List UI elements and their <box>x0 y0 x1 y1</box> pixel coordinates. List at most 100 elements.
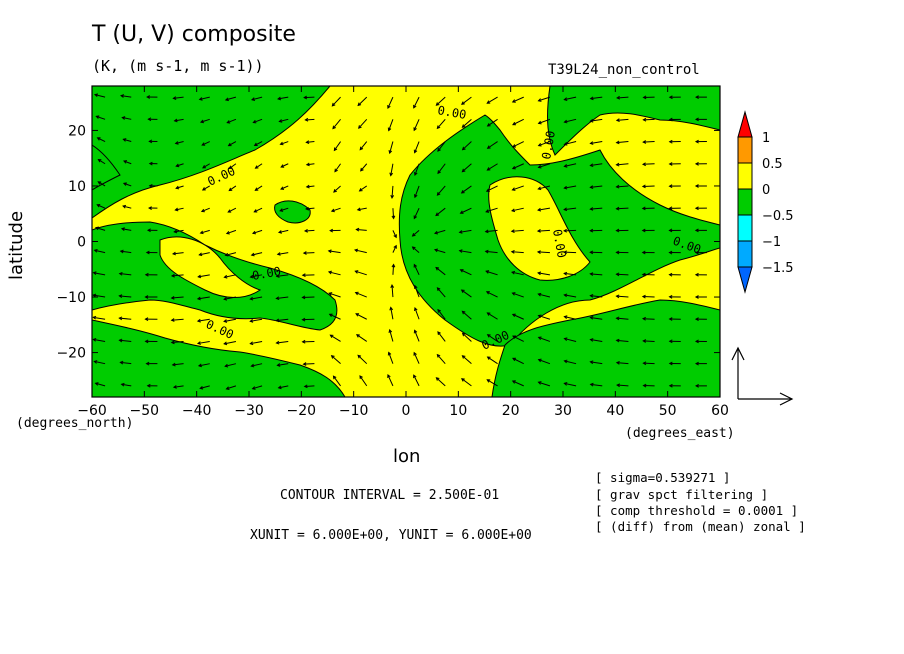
vector-arrowhead <box>120 382 125 387</box>
vector-arrowhead <box>118 338 123 343</box>
vector-arrowhead <box>201 187 206 191</box>
vector-arrow <box>332 119 341 129</box>
vector-arrow <box>227 118 237 124</box>
vector-arrowhead <box>435 377 440 381</box>
vector-arrowhead <box>642 383 647 388</box>
vector-arrow <box>435 267 446 276</box>
vector-arrow <box>436 354 446 365</box>
vector-arrow <box>459 229 472 233</box>
vector-arrow <box>616 295 629 298</box>
vector-arrowhead <box>563 119 568 124</box>
vector-arrowhead <box>227 209 232 213</box>
vector-arrowhead <box>512 144 517 148</box>
vector-arrowhead <box>461 355 466 359</box>
vector-arrow <box>388 352 394 364</box>
vector-arrow <box>512 357 524 365</box>
vector-arrow <box>437 309 446 320</box>
vector-arrowhead <box>387 127 392 132</box>
vector-arrowhead <box>198 252 203 257</box>
vector-arrowhead <box>537 186 542 191</box>
contour-label: 0.00 <box>436 103 467 122</box>
vector-arrowhead <box>97 158 102 163</box>
colorbar-segment <box>737 266 753 294</box>
vector-arrowhead <box>615 184 620 189</box>
vector-arrow <box>590 96 603 100</box>
vector-arrow <box>119 295 132 298</box>
vector-arrowhead <box>668 294 673 299</box>
vector-arrow <box>486 291 498 298</box>
vector-arrow <box>590 295 603 298</box>
vector-arrow <box>643 318 655 320</box>
green-region-southeast <box>491 299 720 397</box>
vector-arrow <box>564 141 577 145</box>
vector-arrow <box>487 356 498 365</box>
vector-arrow <box>414 141 420 153</box>
vector-arrowhead <box>92 271 97 275</box>
vector-arrow <box>331 355 341 365</box>
vector-arrowhead <box>642 140 647 144</box>
vector-arrow <box>512 163 524 170</box>
vector-arrowhead <box>391 215 396 220</box>
vector-arrow <box>590 316 603 320</box>
vector-arrow <box>355 313 367 320</box>
vector-arrow <box>462 118 472 128</box>
vector-arrow <box>391 285 394 298</box>
note-line: [ grav spct filtering ] <box>595 487 769 502</box>
vector-arrow <box>437 185 446 196</box>
green-region-small <box>274 200 311 224</box>
vector-arrowhead <box>202 164 206 169</box>
vector-arrowhead <box>223 296 228 301</box>
vector-arrowhead <box>615 162 620 167</box>
vector-arrow <box>304 385 315 387</box>
vector-arrow <box>360 163 368 172</box>
vector-arrow <box>434 229 446 234</box>
vector-arrowhead <box>413 194 418 199</box>
vector-arrow <box>251 96 263 101</box>
vector-arrowhead <box>251 230 257 235</box>
vector-arrowhead <box>390 194 395 199</box>
vector-arrowhead <box>413 263 418 268</box>
vector-arrow <box>590 383 603 387</box>
vector-arrow <box>538 359 551 365</box>
vector-arrowhead <box>460 289 465 293</box>
vector-arrowhead <box>144 339 149 344</box>
vector-arrow <box>226 385 237 390</box>
vector-arrowhead <box>121 116 126 120</box>
vector-arrow <box>616 317 629 320</box>
vector-arrowhead <box>589 96 594 101</box>
vector-arrow <box>564 338 577 342</box>
x-tick-label: −50 <box>130 403 160 419</box>
vector-arrowhead <box>485 209 490 213</box>
vector-arrow <box>120 361 132 365</box>
vector-arrow <box>414 163 420 176</box>
vector-arrow <box>413 352 420 364</box>
vector-arrowhead <box>694 361 699 366</box>
colorbar-segment <box>737 188 753 216</box>
vector-arrow <box>413 264 420 276</box>
vector-arrowhead <box>461 146 466 151</box>
x-tick-label: 40 <box>606 403 624 419</box>
vector-arrowhead <box>458 230 463 234</box>
vector-arrowhead <box>359 375 363 380</box>
vector-arrow <box>616 273 629 276</box>
vector-arrowhead <box>486 334 491 338</box>
vector-arrowhead <box>303 228 308 233</box>
vector-arrowhead <box>563 185 568 190</box>
vector-arrowhead <box>327 249 332 254</box>
vector-arrow <box>486 96 498 104</box>
vector-arrowhead <box>358 187 363 192</box>
vector-arrow <box>392 245 397 253</box>
vector-arrow <box>437 163 446 174</box>
vector-arrow <box>176 163 184 167</box>
vector-arrowhead <box>437 148 441 152</box>
vector-arrow <box>414 185 420 198</box>
vector-arrowhead <box>120 94 125 98</box>
vector-arrowhead <box>225 386 230 390</box>
x-unit-label: (degrees_east) <box>625 426 735 441</box>
vector-arrow <box>252 385 263 390</box>
colorbar-segment <box>737 136 753 164</box>
vector-arrow <box>225 96 237 101</box>
vector-arrowhead <box>668 317 673 321</box>
vector-arrow <box>173 385 184 388</box>
vector-arrowhead <box>254 165 259 169</box>
